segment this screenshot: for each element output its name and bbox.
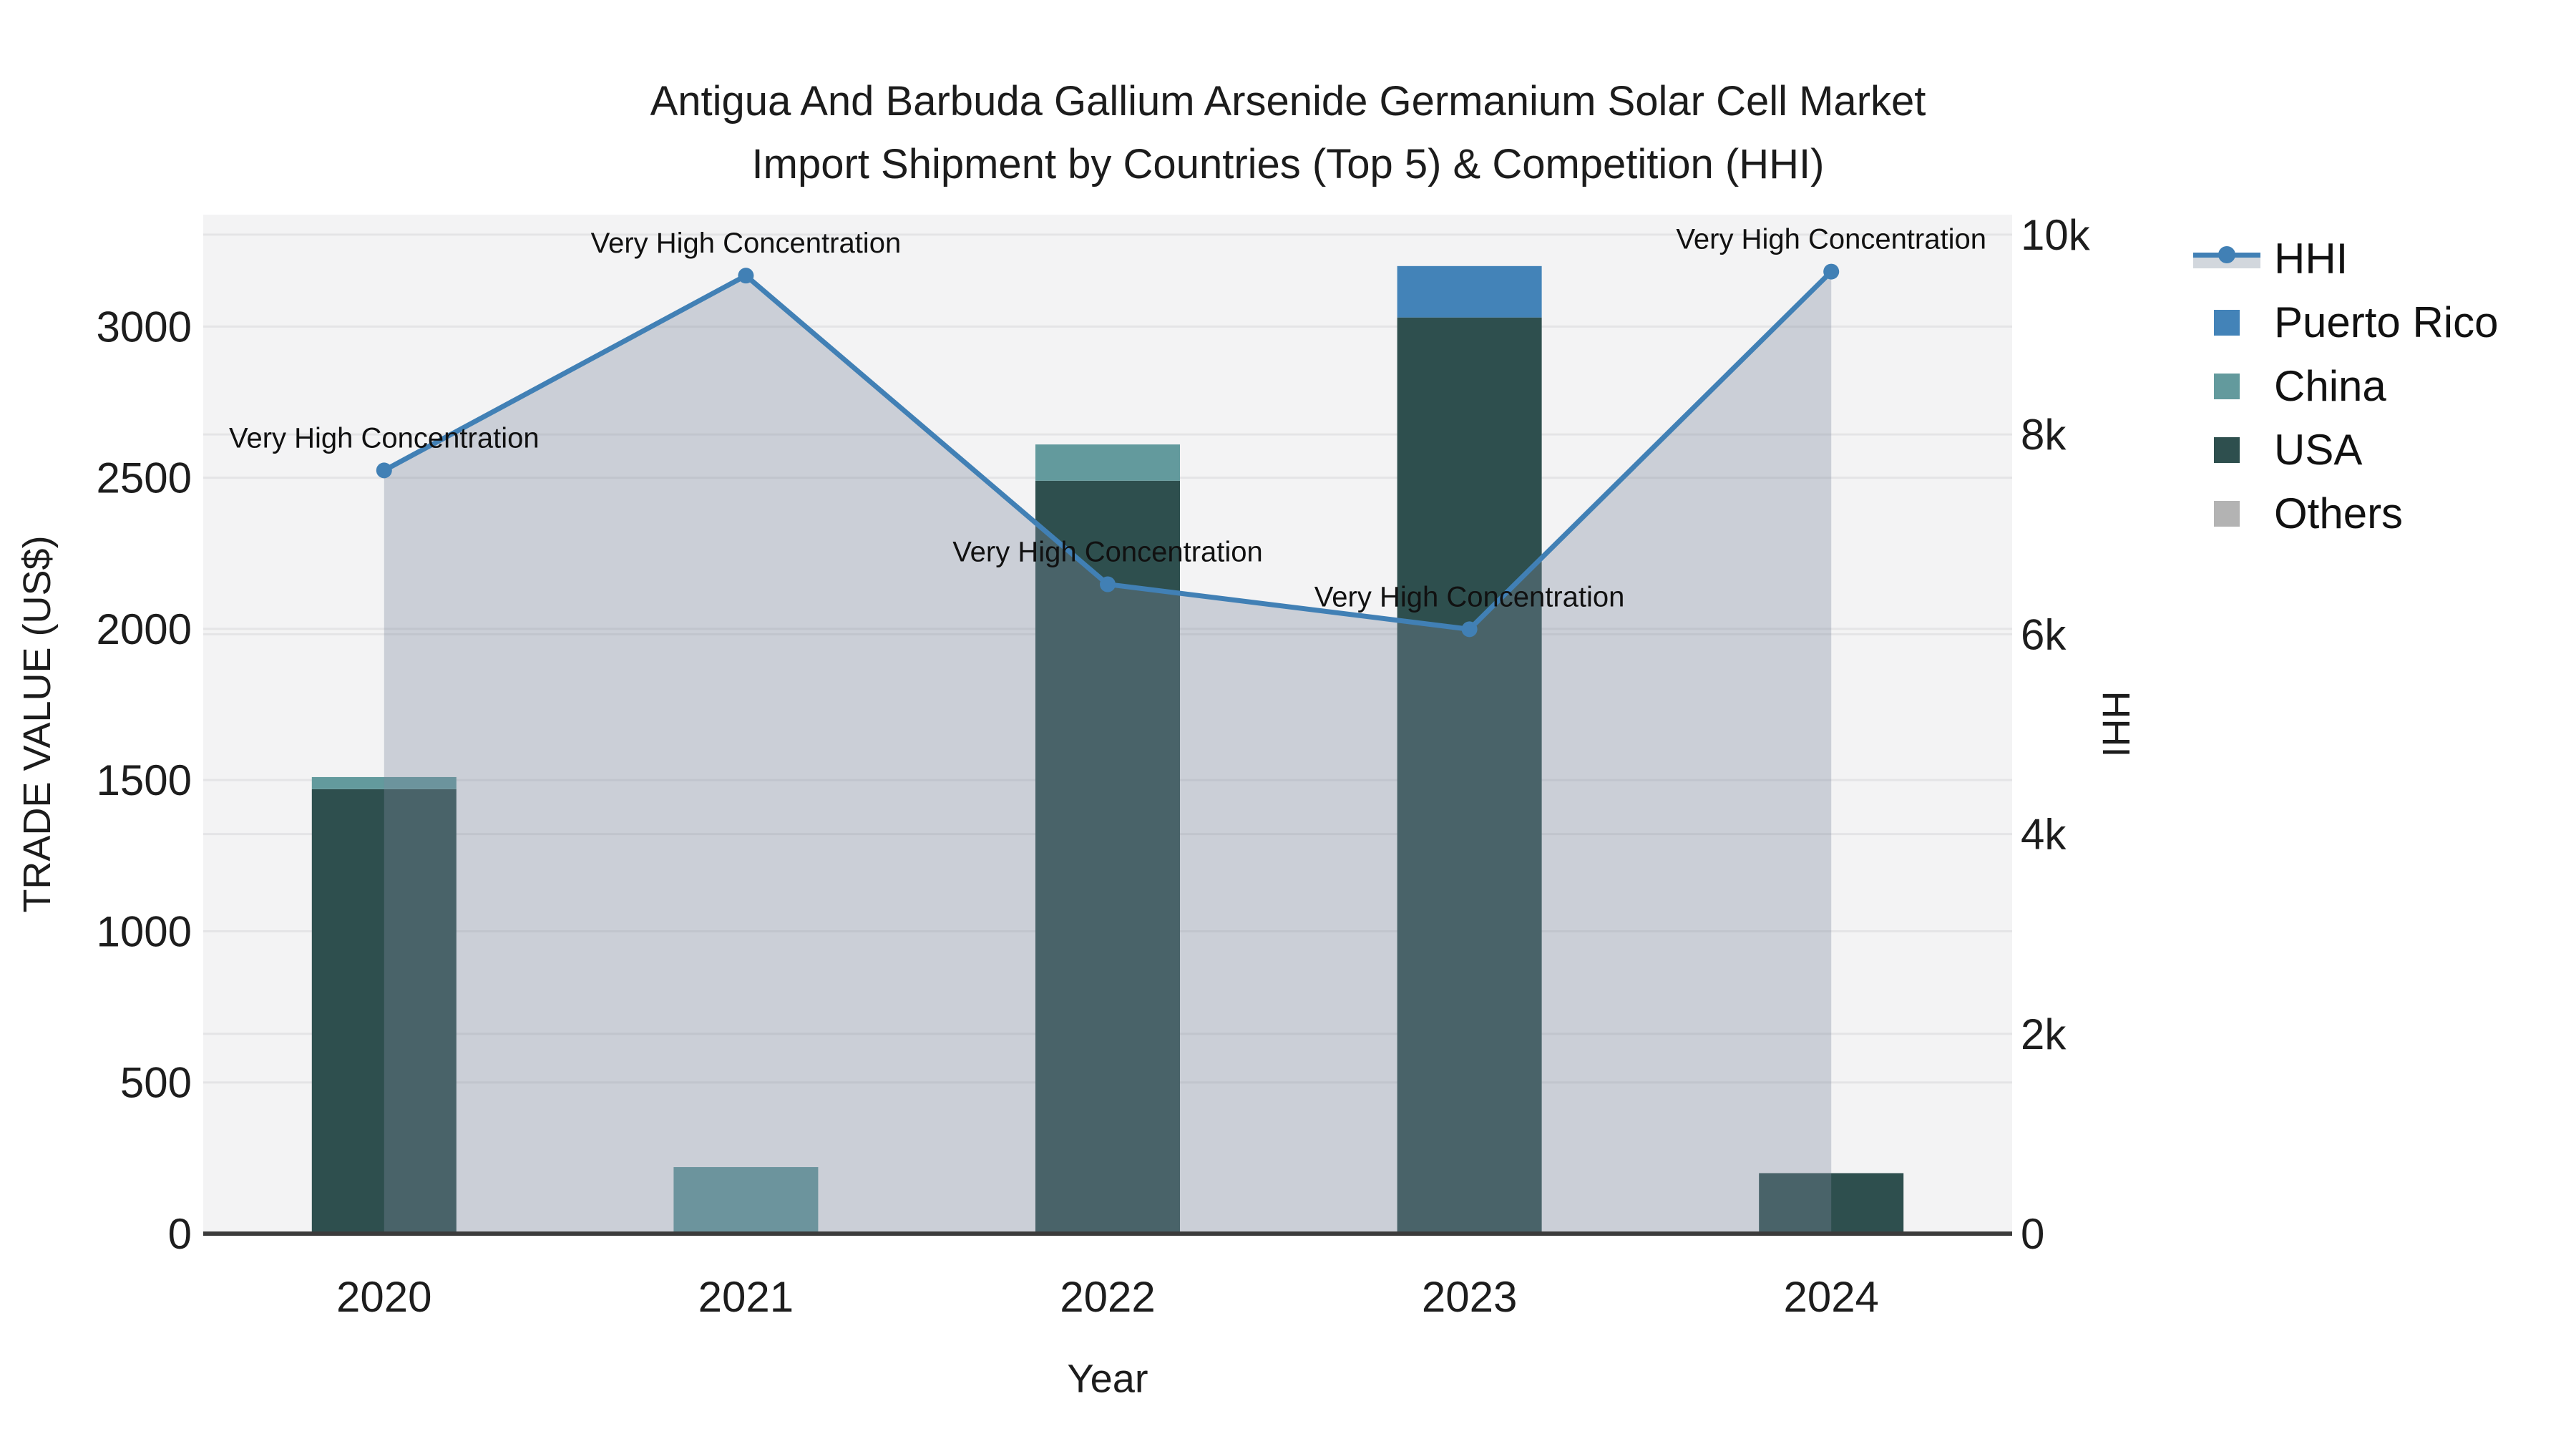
hhi-marker-2021[interactable]	[738, 268, 754, 284]
bar-segment-USA-2020[interactable]	[311, 789, 457, 1234]
y-right-tick-4k: 4k	[2021, 811, 2067, 859]
hhi-annotation-2022: Very High Concentration	[952, 537, 1263, 568]
bar-segment-USA-2024[interactable]	[1759, 1173, 1904, 1234]
hhi-annotation-2024: Very High Concentration	[1676, 224, 1986, 255]
y-left-tick-2500: 2500	[97, 454, 192, 502]
legend-item-Puerto-Rico[interactable]: Puerto Rico	[2191, 291, 2498, 354]
legend-label: USA	[2274, 426, 2363, 474]
legend-square-swatch	[2191, 309, 2263, 336]
chart-title-line1: Antigua And Barbuda Gallium Arsenide Ger…	[650, 78, 1926, 125]
hhi-marker-2022[interactable]	[1100, 576, 1116, 592]
bar-segment-China-2021[interactable]	[673, 1167, 819, 1234]
chart-title-line2: Import Shipment by Countries (Top 5) & C…	[751, 141, 1825, 187]
legend-item-Others[interactable]: Others	[2191, 482, 2498, 545]
legend-square-swatch	[2191, 373, 2263, 399]
x-tick-2024: 2024	[1783, 1273, 1878, 1321]
hhi-annotation-2021: Very High Concentration	[591, 228, 902, 259]
x-tick-2023: 2023	[1422, 1273, 1517, 1321]
legend-label: Puerto Rico	[2274, 298, 2499, 346]
legend-item-China[interactable]: China	[2191, 354, 2498, 418]
hhi-marker-2020[interactable]	[376, 462, 392, 479]
x-axis-title: Year	[1067, 1355, 1148, 1401]
bar-segment-China-2022[interactable]	[1035, 444, 1180, 481]
bar-segment-USA-2023[interactable]	[1397, 317, 1542, 1234]
legend-label: HHI	[2274, 235, 2348, 283]
chart-title: Antigua And Barbuda Gallium Arsenide Ger…	[0, 70, 2576, 196]
bar-segment-China-2020[interactable]	[311, 776, 457, 789]
legend-label: China	[2274, 362, 2386, 410]
x-tick-2022: 2022	[1060, 1273, 1155, 1321]
y-right-tick-6k: 6k	[2021, 610, 2067, 658]
y-left-tick-2000: 2000	[97, 605, 192, 653]
y-left-tick-1500: 1500	[97, 756, 192, 804]
hhi-marker-2024[interactable]	[1823, 263, 1840, 280]
legend-item-HHI[interactable]: HHI	[2191, 227, 2498, 291]
hhi-area-fill	[384, 271, 1832, 1234]
bar-segment-Puerto-Rico-2023[interactable]	[1397, 265, 1542, 318]
hhi-annotation-2020: Very High Concentration	[229, 422, 540, 454]
y-left-tick-500: 500	[120, 1059, 192, 1107]
x-tick-2020: 2020	[336, 1273, 431, 1321]
y-right-tick-10k: 10k	[2021, 211, 2091, 259]
y-right-tick-0: 0	[2021, 1210, 2044, 1258]
legend-line-swatch	[2191, 245, 2263, 271]
hhi-annotation-2023: Very High Concentration	[1314, 581, 1625, 613]
y-right-tick-8k: 8k	[2021, 411, 2067, 459]
y-right-tick-2k: 2k	[2021, 1010, 2067, 1058]
legend-item-USA[interactable]: USA	[2191, 418, 2498, 482]
y-left-tick-1000: 1000	[97, 907, 192, 955]
legend-square-swatch	[2191, 500, 2263, 527]
y-left-tick-3000: 3000	[97, 303, 192, 351]
legend-label: Others	[2274, 489, 2404, 537]
legend-square-swatch	[2191, 436, 2263, 463]
x-tick-2021: 2021	[698, 1273, 794, 1321]
legend: HHI Puerto Rico China USA Others	[2191, 227, 2498, 545]
bar-segment-USA-2022[interactable]	[1035, 480, 1180, 1234]
hhi-marker-2023[interactable]	[1461, 621, 1478, 638]
y-left-tick-0: 0	[168, 1210, 192, 1258]
